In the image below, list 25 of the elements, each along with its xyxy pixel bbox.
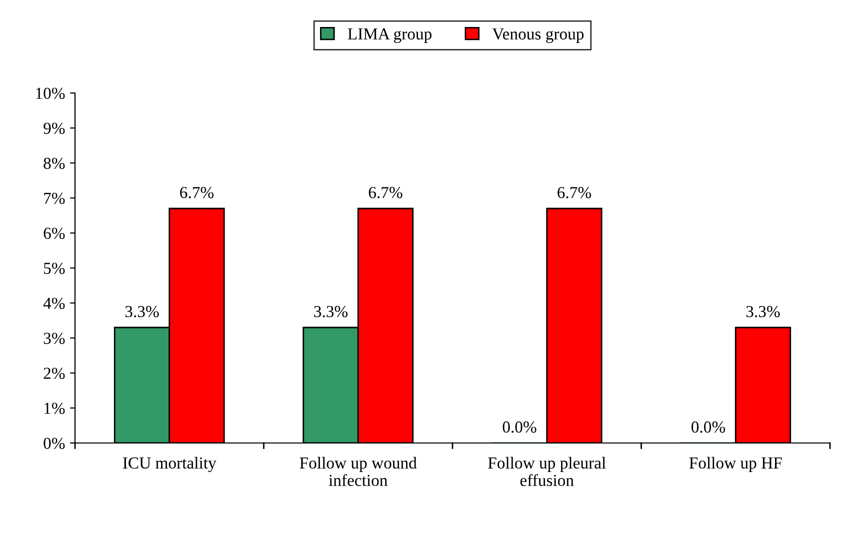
data-label: 3.3%	[125, 306, 159, 318]
y-tick-label: 0%	[44, 438, 65, 449]
y-tick-label: 5%	[44, 262, 65, 274]
data-label: 6.7%	[368, 186, 402, 198]
legend-label: Venous group	[492, 28, 584, 43]
data-label: 0.0%	[502, 421, 536, 433]
data-label: 6.7%	[558, 186, 592, 198]
y-tick-label: 7%	[44, 192, 65, 204]
x-tick-label: Follow up wound infection	[300, 456, 417, 486]
data-label: 3.3%	[314, 306, 348, 318]
x-tick-label: Follow up HF	[689, 456, 782, 472]
data-label: 3.3%	[746, 306, 780, 318]
y-tick-label: 2%	[44, 368, 65, 379]
legend-label: LIMA group	[348, 28, 432, 43]
data-label: 6.7%	[180, 186, 214, 198]
y-tick-label: 3%	[44, 332, 65, 344]
y-tick-label: 4%	[43, 298, 65, 309]
y-tick-label: 6%	[44, 228, 65, 239]
y-tick-label: 8%	[44, 158, 65, 169]
data-label: 0.0%	[692, 421, 726, 433]
y-tick-label: 9%	[44, 122, 65, 134]
y-tick-label: 10%	[36, 88, 65, 99]
x-tick-label: Follow up pleural effusion	[488, 456, 606, 486]
y-tick-label: 1%	[44, 402, 65, 414]
x-tick-label: ICU mortality	[122, 456, 216, 472]
